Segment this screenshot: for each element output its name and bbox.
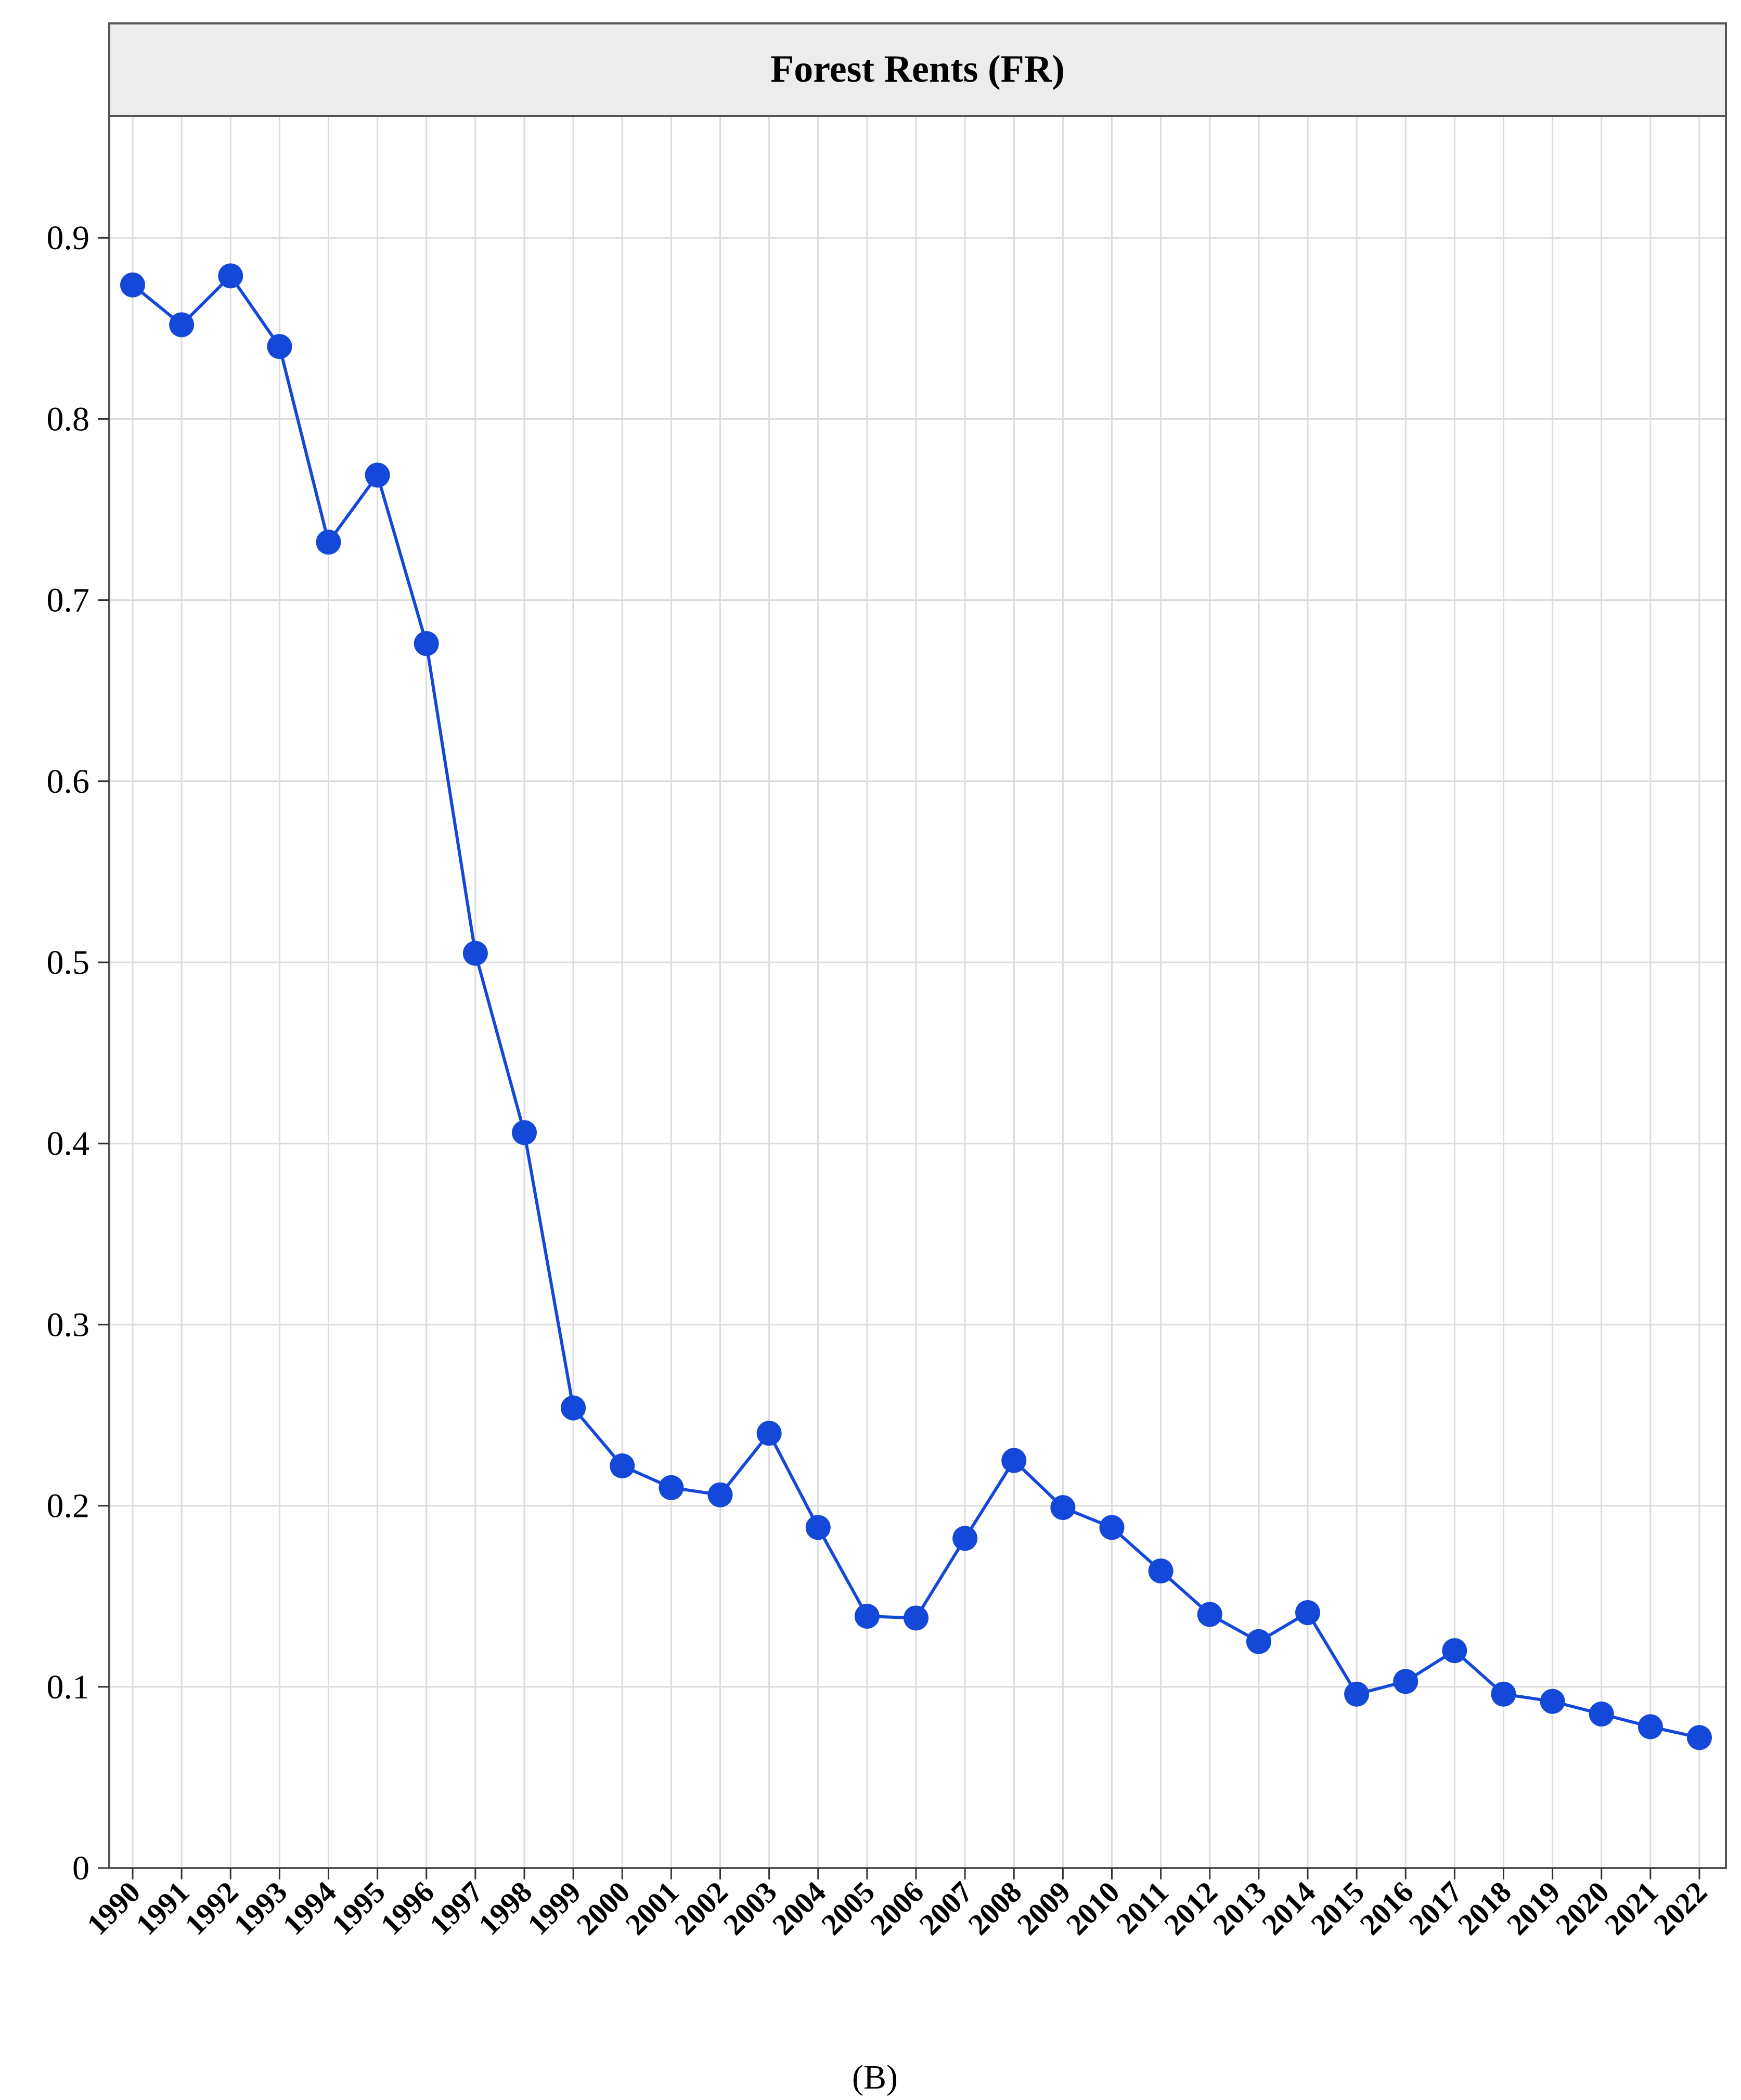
x-tick-label: 2016 xyxy=(1353,1875,1420,1941)
figure-caption: (B) xyxy=(852,2058,898,2096)
x-tick-label: 2008 xyxy=(961,1875,1028,1941)
data-point-1993 xyxy=(267,334,292,359)
x-tick-label: 1991 xyxy=(129,1875,196,1941)
x-tick-label: 2009 xyxy=(1011,1875,1077,1941)
x-tick-label: 2021 xyxy=(1598,1875,1665,1941)
data-point-2021 xyxy=(1637,1714,1663,1740)
data-point-2016 xyxy=(1393,1669,1418,1694)
data-point-2018 xyxy=(1491,1681,1516,1707)
y-tick-label: 0 xyxy=(72,1849,89,1887)
y-tick-label: 0.8 xyxy=(47,400,90,438)
data-point-1999 xyxy=(561,1395,586,1421)
data-point-1997 xyxy=(462,941,488,966)
x-tick-label: 2007 xyxy=(912,1875,979,1941)
data-point-2003 xyxy=(756,1421,782,1446)
data-point-1990 xyxy=(120,272,145,298)
data-point-2013 xyxy=(1246,1629,1271,1654)
x-tick-label: 1990 xyxy=(80,1875,147,1941)
x-tick-label: 2018 xyxy=(1451,1875,1518,1941)
y-tick-label: 0.5 xyxy=(47,944,90,982)
x-tick-label: 1996 xyxy=(374,1875,441,1941)
data-point-1994 xyxy=(316,530,341,555)
x-tick-label: 2003 xyxy=(717,1875,783,1941)
data-point-2012 xyxy=(1197,1602,1222,1627)
data-point-2002 xyxy=(707,1482,733,1508)
plot-frame xyxy=(108,115,1727,1869)
x-tick-label: 2015 xyxy=(1304,1875,1371,1941)
y-tick-label: 0.4 xyxy=(47,1125,90,1163)
data-point-2006 xyxy=(904,1605,928,1631)
data-point-2000 xyxy=(610,1453,635,1478)
x-tick-label: 2020 xyxy=(1549,1875,1616,1941)
data-point-1996 xyxy=(414,631,439,656)
x-tick-label: 1997 xyxy=(423,1875,489,1941)
x-tick-label: 1995 xyxy=(325,1875,392,1941)
x-tick-label: 2013 xyxy=(1206,1875,1273,1941)
x-tick-label: 2012 xyxy=(1157,1875,1224,1941)
data-point-2019 xyxy=(1540,1689,1565,1714)
x-tick-label: 2019 xyxy=(1500,1875,1567,1941)
data-point-2001 xyxy=(659,1475,684,1500)
y-tick-label: 0.6 xyxy=(47,763,90,801)
y-tick-label: 0.1 xyxy=(47,1668,90,1706)
x-tick-label: 2011 xyxy=(1110,1875,1175,1940)
x-tick-label: 2004 xyxy=(766,1875,832,1941)
x-tick-label: 1998 xyxy=(472,1875,538,1941)
x-tick-label: 2022 xyxy=(1647,1875,1713,1941)
chart-header-panel xyxy=(108,22,1727,117)
y-tick-label: 0.3 xyxy=(47,1306,90,1344)
data-point-1992 xyxy=(218,263,243,289)
x-tick-label: 2017 xyxy=(1402,1875,1469,1941)
data-point-2011 xyxy=(1148,1558,1173,1583)
x-tick-label: 2010 xyxy=(1060,1875,1126,1941)
x-tick-label: 1992 xyxy=(178,1875,244,1941)
x-tick-label: 2000 xyxy=(570,1875,636,1941)
grid-lines xyxy=(109,116,1726,1869)
x-tick-label: 2006 xyxy=(863,1875,930,1941)
data-point-2009 xyxy=(1050,1495,1076,1521)
chart-title: Forest Rents (FR) xyxy=(770,48,1065,91)
x-tick-label: 1993 xyxy=(227,1875,294,1941)
y-tick-label: 0.9 xyxy=(47,219,90,257)
data-point-2017 xyxy=(1442,1638,1467,1664)
x-tick-label: 1999 xyxy=(521,1875,587,1941)
data-point-2015 xyxy=(1344,1681,1370,1707)
data-point-2020 xyxy=(1589,1702,1614,1727)
axis-ticks: 0 0.1 0.2 0.3 0.4 0.5 0.6 0.7 0.8 0.9 199019911992… xyxy=(47,219,1714,1941)
data-point-2008 xyxy=(1001,1448,1027,1473)
x-tick-label: 1994 xyxy=(276,1875,343,1941)
x-tick-label: 2014 xyxy=(1255,1875,1322,1941)
series-line-layer xyxy=(120,263,1712,1750)
data-point-1998 xyxy=(512,1120,537,1145)
data-point-1995 xyxy=(365,462,390,488)
data-point-2004 xyxy=(805,1515,831,1540)
y-tick-label: 0.2 xyxy=(47,1487,90,1525)
data-point-2005 xyxy=(854,1604,880,1629)
data-point-2022 xyxy=(1687,1725,1712,1750)
data-point-2007 xyxy=(952,1526,978,1551)
data-point-1991 xyxy=(169,312,195,338)
data-point-2010 xyxy=(1099,1515,1125,1540)
data-point-2014 xyxy=(1295,1600,1320,1626)
x-tick-label: 2002 xyxy=(668,1875,734,1941)
y-tick-label: 0.7 xyxy=(47,582,90,620)
x-tick-label: 2001 xyxy=(619,1875,686,1941)
x-tick-label: 2005 xyxy=(815,1875,881,1941)
